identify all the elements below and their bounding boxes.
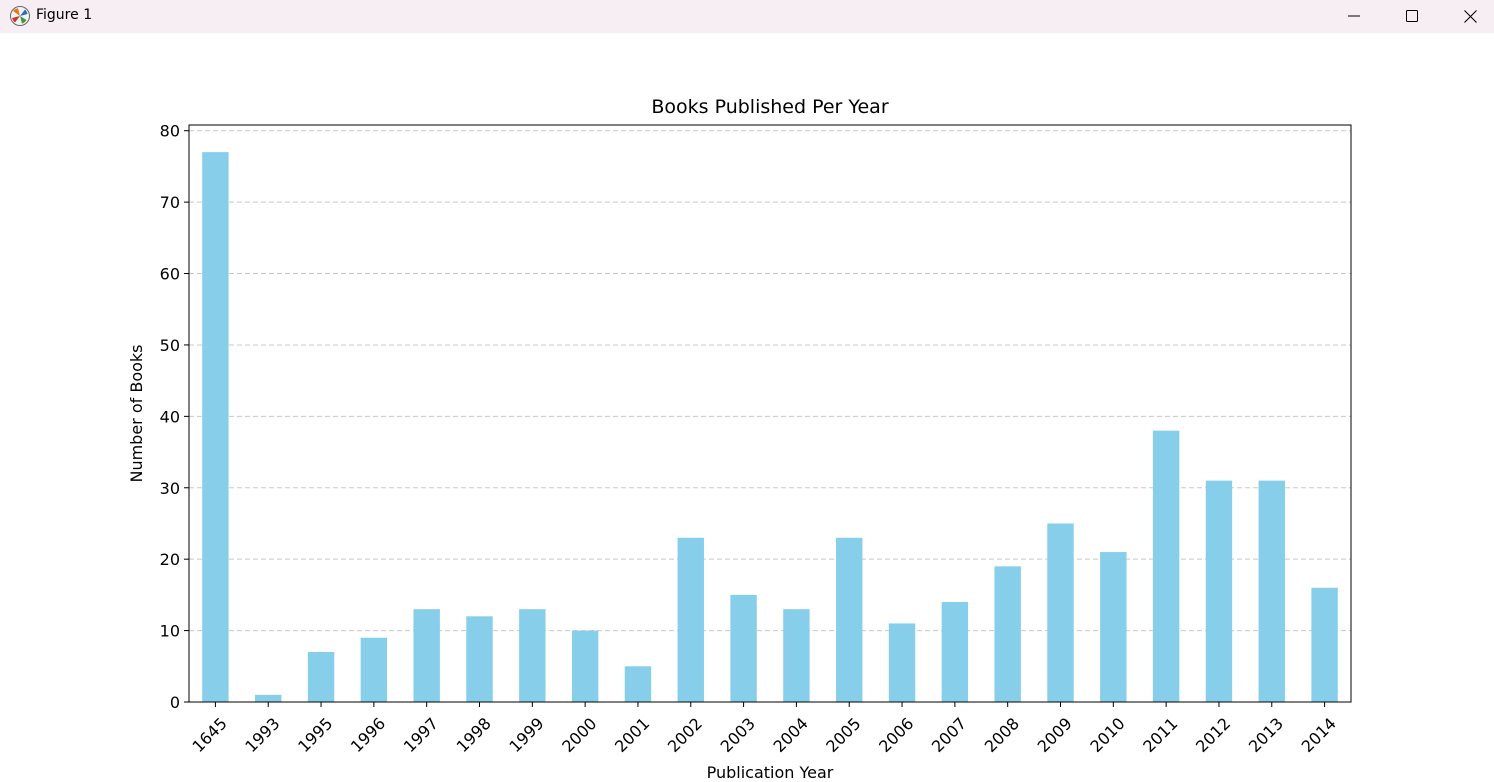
x-tick-label: 2002	[664, 714, 706, 756]
bar-1998	[466, 616, 493, 702]
x-tick-label: 1996	[347, 714, 389, 756]
bar-1995	[307, 652, 335, 702]
bar-2011	[1152, 430, 1180, 702]
bar-1996	[360, 637, 388, 702]
y-tick-label: 60	[160, 265, 180, 284]
x-tick-label: 2007	[928, 714, 970, 756]
bar-2013	[1258, 480, 1285, 702]
bar-1999	[519, 609, 546, 702]
window-titlebar: Figure 1	[0, 0, 1494, 33]
x-tick-label: 2013	[1245, 714, 1287, 756]
y-tick-label: 40	[160, 407, 180, 426]
close-icon	[1463, 9, 1477, 23]
bar-2007	[941, 602, 969, 702]
maximize-button[interactable]	[1389, 0, 1435, 32]
bar-2014	[1311, 587, 1338, 702]
x-tick-label: 1645	[188, 714, 230, 756]
x-tick-label: 2000	[558, 714, 600, 756]
bar-1645	[202, 152, 229, 703]
y-tick-label: 50	[160, 336, 180, 355]
window-title: Figure 1	[36, 7, 93, 23]
close-button[interactable]	[1447, 0, 1493, 32]
bar-2001	[624, 666, 652, 702]
x-tick-label: 2005	[822, 714, 864, 756]
x-tick-label: 2001	[611, 714, 653, 756]
figure-canvas: 0 10 20 30 40 50 60 70 80 1645 1993 1995 1996 1997 19…	[0, 33, 1494, 782]
y-tick-label: 0	[170, 693, 180, 712]
chart-title: Books Published Per Year	[651, 96, 888, 118]
x-tick-label: 1997	[400, 714, 442, 756]
bar-2002	[677, 537, 704, 702]
x-tick-label: 2006	[875, 714, 917, 756]
x-tick-label: 2003	[717, 714, 759, 756]
y-tick-label: 20	[160, 550, 180, 569]
x-tick-label: 2014	[1298, 714, 1340, 756]
bar-1997	[413, 609, 440, 702]
bar-1993	[255, 694, 282, 702]
x-tick-label: 2009	[1034, 714, 1076, 756]
x-tick-label: 1999	[505, 714, 547, 756]
bar-2009	[1047, 523, 1074, 702]
x-tick-label: 1995	[294, 714, 336, 756]
y-tick-label: 10	[160, 622, 180, 641]
x-tick-label: 2004	[769, 714, 811, 756]
maximize-icon	[1406, 10, 1418, 22]
bar-2010	[1100, 552, 1127, 702]
y-axis-label: Number of Books	[127, 344, 146, 482]
minimize-icon	[1348, 15, 1360, 17]
y-axis-ticks: 0 10 20 30 40 50 60 70 80	[160, 122, 189, 712]
x-tick-label: 1998	[453, 714, 495, 756]
x-tick-label: 2012	[1192, 714, 1234, 756]
bar-2012	[1205, 480, 1233, 702]
bars	[202, 152, 1338, 703]
minimize-button[interactable]	[1331, 0, 1377, 32]
y-tick-label: 70	[160, 193, 180, 212]
bar-2004	[783, 609, 810, 702]
bar-2005	[836, 537, 863, 702]
x-tick-label: 2010	[1086, 714, 1128, 756]
x-tick-label: 1993	[241, 714, 283, 756]
y-tick-label: 30	[160, 479, 180, 498]
bar-2006	[888, 623, 916, 702]
matplotlib-icon	[10, 6, 30, 26]
x-tick-label: 2011	[1139, 714, 1181, 756]
bar-chart: 0 10 20 30 40 50 60 70 80 1645 1993 1995 1996 1997 19…	[127, 96, 1352, 782]
x-axis-label: Publication Year	[707, 763, 834, 782]
bar-2003	[730, 594, 757, 702]
x-axis-ticks: 1645 1993 1995 1996 1997 1998 1999 2000 2001 2002…	[188, 702, 1340, 756]
y-tick-label: 80	[160, 122, 180, 141]
plot-frame	[188, 124, 1352, 703]
bar-2000	[571, 630, 599, 702]
bar-2008	[994, 566, 1021, 702]
x-tick-label: 2008	[981, 714, 1023, 756]
